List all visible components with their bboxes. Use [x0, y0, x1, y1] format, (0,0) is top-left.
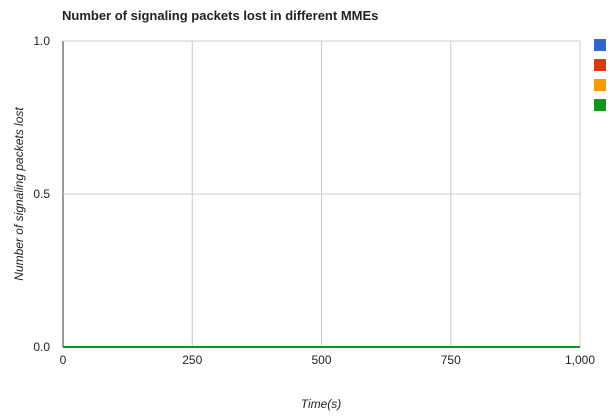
x-tick-label: 0	[60, 353, 67, 367]
chart-title: Number of signaling packets lost in diff…	[62, 8, 378, 23]
y-axis-label: Number of signaling packets lost	[12, 107, 26, 281]
legend-swatch-4	[594, 99, 606, 111]
legend-swatch-3	[594, 79, 606, 91]
y-tick-label: 0.5	[33, 187, 50, 201]
x-tick-label: 500	[311, 353, 331, 367]
y-tick-label: 1.0	[33, 34, 50, 48]
legend-swatch-1	[594, 39, 606, 51]
x-axis-label: Time(s)	[301, 397, 342, 411]
legend-swatch-2	[594, 59, 606, 71]
x-tick-label: 1,000	[565, 353, 595, 367]
x-tick-labels: 0 250 500 750 1,000	[60, 353, 596, 367]
grid-lines	[62, 40, 581, 348]
legend	[594, 39, 606, 111]
y-tick-labels: 0.0 0.5 1.0	[33, 34, 50, 354]
x-tick-label: 750	[441, 353, 461, 367]
x-tick-label: 250	[182, 353, 202, 367]
y-tick-label: 0.0	[33, 340, 50, 354]
